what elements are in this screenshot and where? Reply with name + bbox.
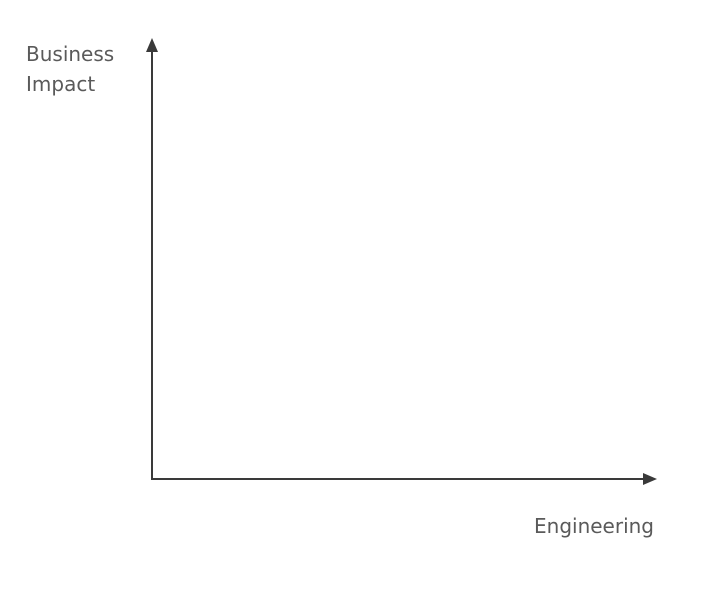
x-axis-arrow (643, 473, 657, 485)
y-axis-label: Business (26, 42, 114, 66)
x-axis-label: Engineering (534, 514, 654, 538)
y-axis-arrow (146, 38, 158, 52)
y-axis-label: Impact (26, 72, 95, 96)
